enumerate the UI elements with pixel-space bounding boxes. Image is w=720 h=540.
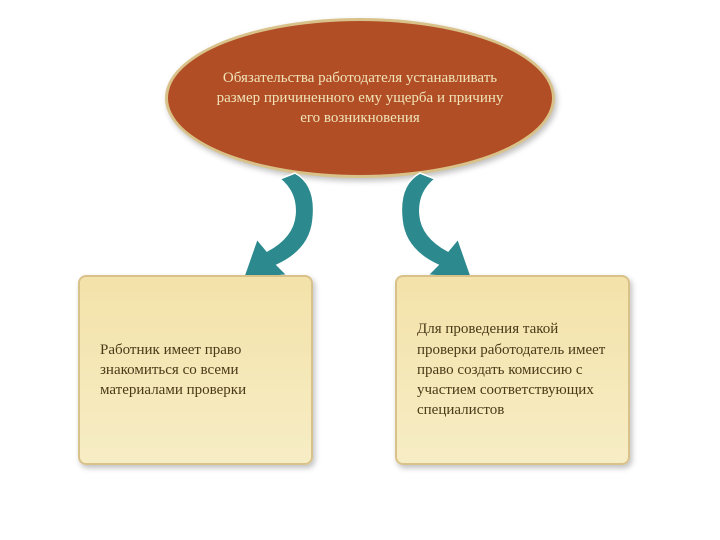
top-ellipse-text: Обязательства работодателя устанавливать…: [208, 68, 512, 129]
top-ellipse: Обязательства работодателя устанавливать…: [165, 18, 555, 178]
right-box-text: Для проведения такой проверки работодате…: [417, 319, 608, 420]
left-box: Работник имеет право знакомиться со всем…: [78, 275, 313, 465]
left-box-text: Работник имеет право знакомиться со всем…: [100, 340, 291, 401]
right-box: Для проведения такой проверки работодате…: [395, 275, 630, 465]
arrow-right-path: [401, 173, 472, 279]
arrow-left-path: [243, 173, 314, 279]
